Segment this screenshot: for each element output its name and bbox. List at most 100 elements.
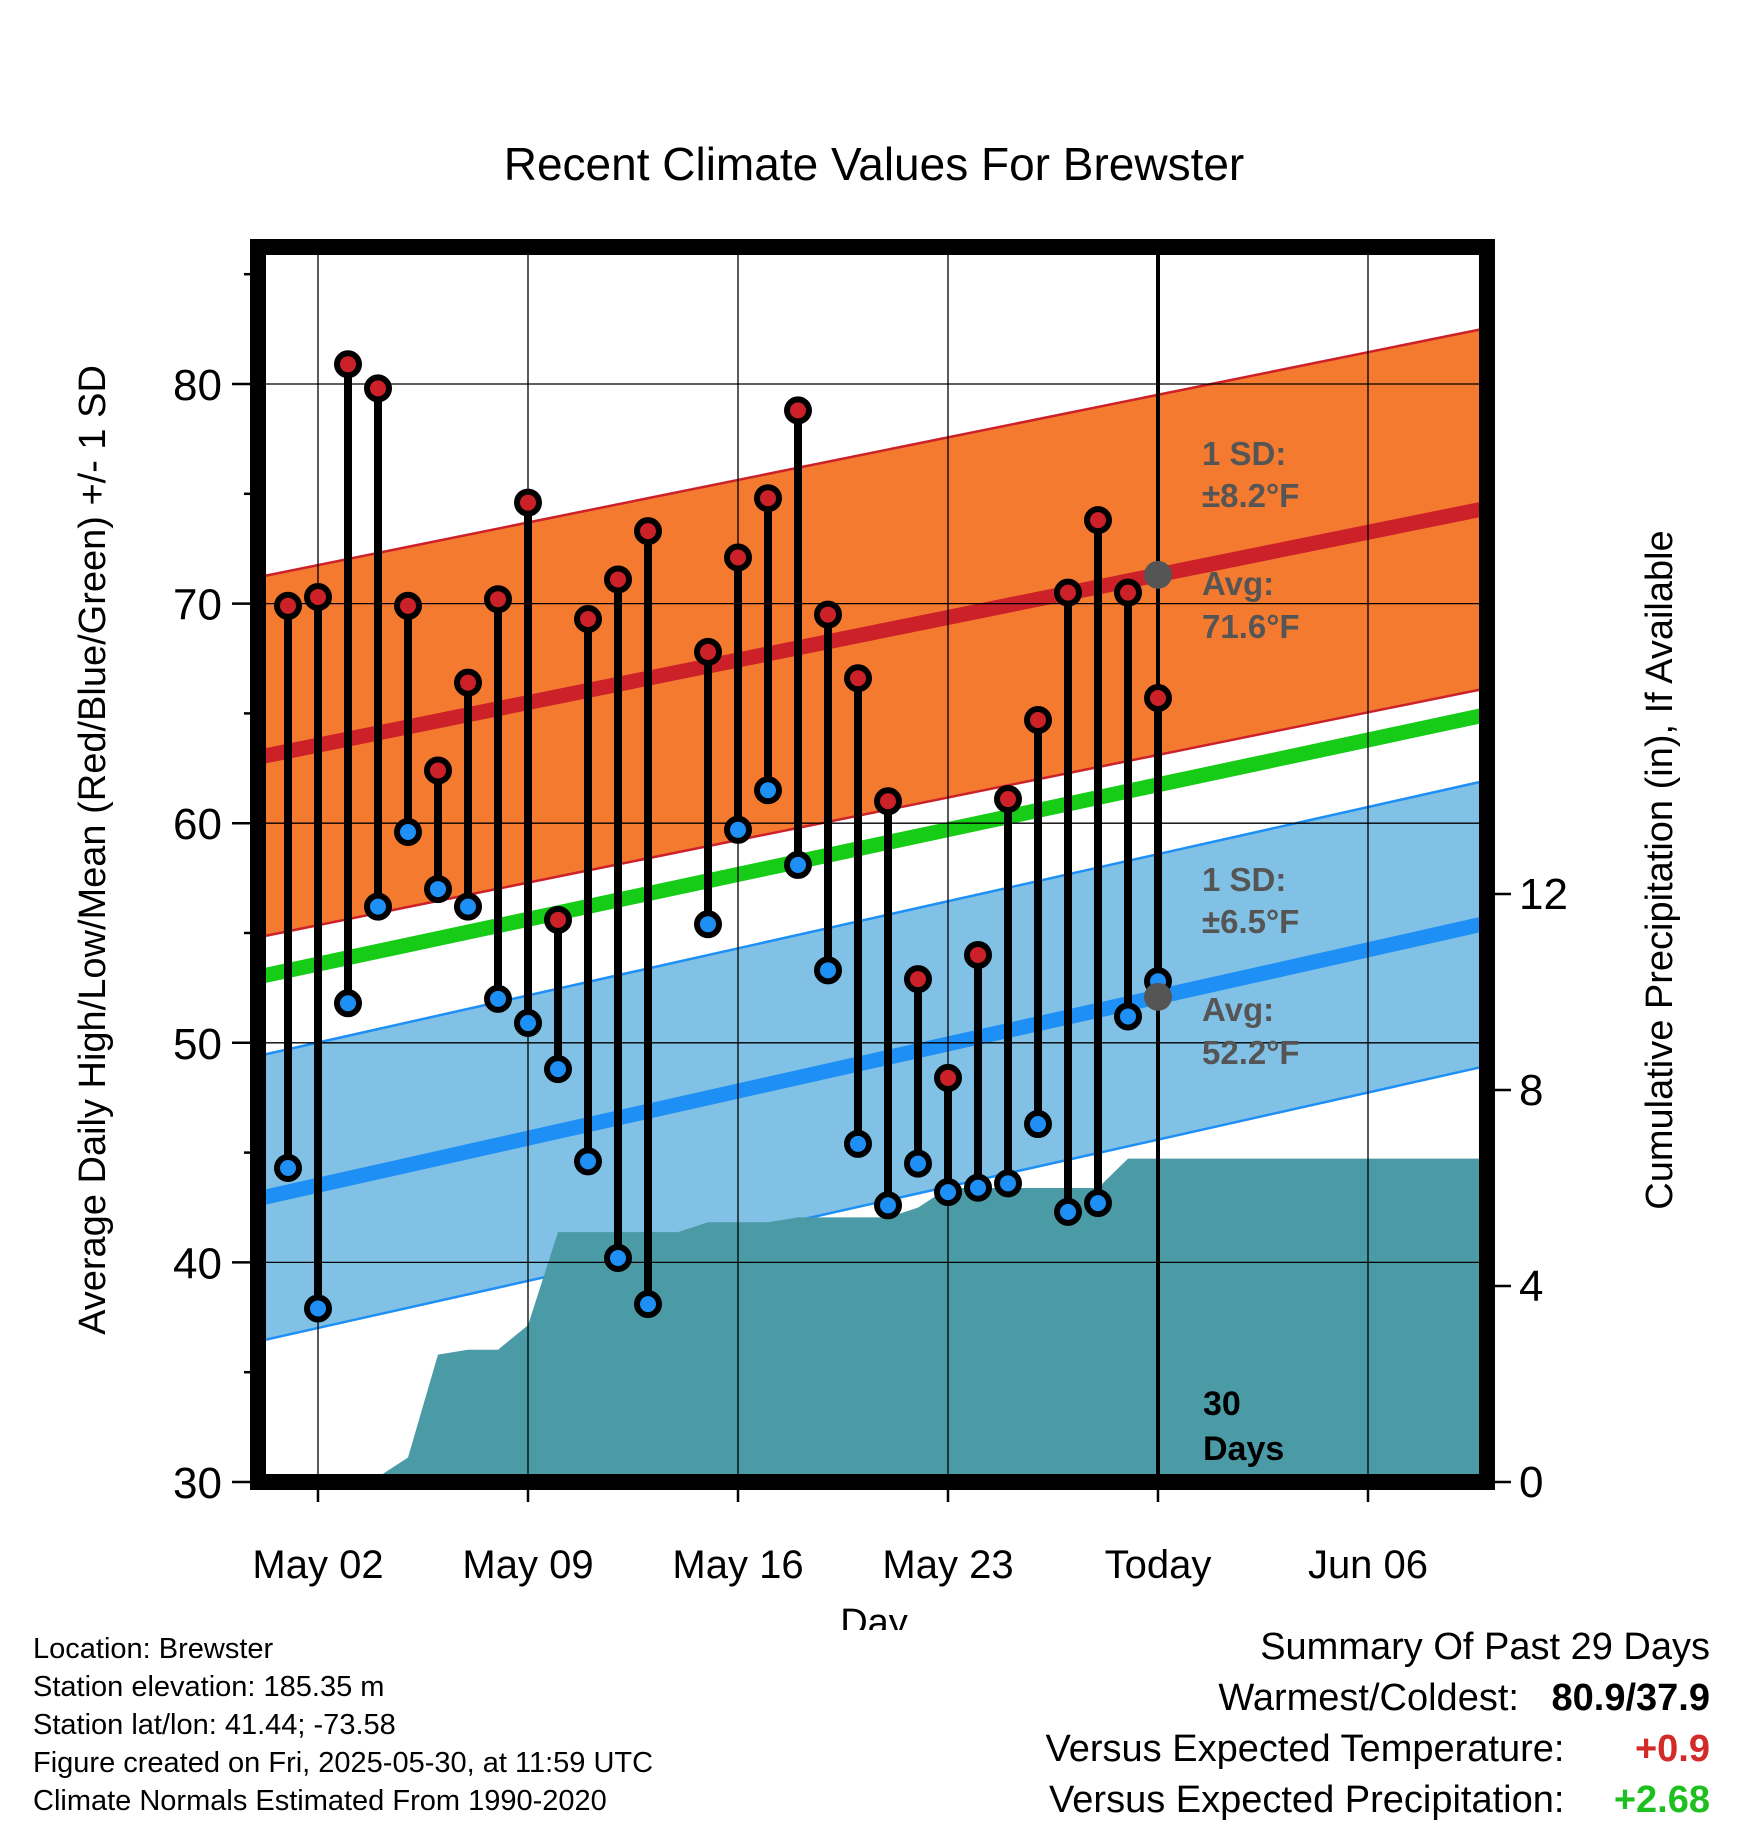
period-label-days: Days: [1203, 1430, 1284, 1468]
daily-range-stems: [284, 364, 1162, 1309]
low-sd-value: ±6.5°F: [1202, 903, 1299, 940]
daily-low-point: [1114, 1002, 1142, 1031]
daily-low-point: [544, 1055, 572, 1084]
daily-high-point: [574, 604, 602, 633]
normals-text: Climate Normals Estimated From 1990-2020: [33, 1785, 607, 1817]
high-sd-band-upper-edge: [257, 327, 1483, 579]
cumulative-precip-area: [288, 1158, 1482, 1482]
daily-high-point: [1024, 705, 1052, 734]
normal-mean-line: [256, 708, 1484, 985]
daily-low-point: [1054, 1197, 1082, 1226]
daily-low-point: [364, 892, 392, 921]
daily-high-point: [1114, 578, 1142, 607]
high-sd-value: ±8.2°F: [1202, 477, 1299, 514]
daily-low-point: [994, 1169, 1022, 1198]
chart-title: Recent Climate Values For Brewster: [504, 138, 1245, 190]
x-tick-label: May 02: [252, 1543, 383, 1587]
daily-high-point: [814, 600, 842, 629]
warmest-coldest-label: Warmest/Coldest:: [1218, 1677, 1519, 1719]
daily-low-point: [964, 1173, 992, 1202]
location-text: Location: Brewster: [33, 1633, 274, 1665]
temp-label: Versus Expected Temperature:: [1045, 1728, 1565, 1770]
daily-low-point: [904, 1149, 932, 1178]
daily-high-point: [604, 565, 632, 594]
daily-high-point: [874, 787, 902, 816]
daily-low-point: [604, 1244, 632, 1273]
x-tick-label: May 09: [462, 1543, 593, 1587]
daily-low-point: [754, 776, 782, 805]
plot-frame: [250, 239, 1495, 1490]
daily-low-point: [1084, 1189, 1112, 1218]
daily-high-point: [934, 1063, 962, 1092]
daily-low-point: [784, 850, 812, 879]
precip-label: Versus Expected Precipitation:: [1049, 1779, 1565, 1821]
normal-low-line: [256, 916, 1484, 1207]
period-label-number: 30: [1203, 1385, 1241, 1423]
daily-high-point: [844, 664, 872, 693]
temp-anomaly-value: +0.9: [1634, 1728, 1710, 1770]
high-avg-value: 71.6°F: [1202, 608, 1300, 645]
y2-axis-label: Cumulative Precipitation (in), If Availa…: [1639, 530, 1681, 1209]
daily-high-point: [1084, 506, 1112, 535]
created-text: Figure created on Fri, 2025-05-30, at 11…: [33, 1747, 654, 1779]
daily-low-point: [274, 1153, 302, 1182]
daily-low-point: [334, 989, 362, 1018]
low-sd-band-lower-edge: [257, 1065, 1483, 1343]
daily-high-point: [514, 488, 542, 517]
daily-low-point: [574, 1147, 602, 1176]
low-sd-band-upper-edge: [257, 780, 1483, 1058]
daily-high-point: [394, 591, 422, 620]
y-tick-label: 30: [173, 1459, 222, 1508]
daily-high-point: [334, 350, 362, 379]
daily-low-point: [934, 1178, 962, 1207]
daily-high-point: [274, 591, 302, 620]
daily-low-point: [694, 910, 722, 939]
x-tick-label: Jun 06: [1308, 1543, 1428, 1587]
high-avg-label: Avg:: [1202, 565, 1274, 602]
daily-high-point: [694, 637, 722, 666]
y-tick-label: 40: [173, 1239, 222, 1288]
x-tick-label: Today: [1105, 1543, 1212, 1587]
climate-chart: Recent Climate Values For Brewster 1 SD:…: [72, 138, 1681, 1630]
daily-low-point: [634, 1290, 662, 1319]
today-high-avg-marker: [1144, 560, 1172, 589]
daily-low-point: [484, 984, 512, 1013]
y-axis-label: Average Daily High/Low/Mean (Red/Blue/Gr…: [72, 365, 114, 1335]
daily-high-point: [1144, 684, 1172, 713]
today-low-avg-marker: [1144, 982, 1172, 1011]
y-tick-label: 70: [173, 581, 222, 630]
low-sd-label: 1 SD:: [1202, 861, 1286, 898]
daily-low-point: [874, 1191, 902, 1220]
summary-warmest-coldest: Warmest/Coldest: 80.9/37.9: [1046, 1673, 1710, 1724]
warmest-coldest-value: 80.9/37.9: [1551, 1677, 1710, 1719]
daily-high-point: [424, 756, 452, 785]
daily-high-point: [754, 484, 782, 513]
daily-high-point: [544, 905, 572, 934]
y2-tick-label: 12: [1519, 870, 1568, 919]
daily-low-point: [514, 1009, 542, 1038]
x-tick-label: May 23: [882, 1543, 1013, 1587]
y-tick-label: 50: [173, 1020, 222, 1069]
daily-high-point: [1054, 578, 1082, 607]
y-tick-label: 60: [173, 800, 222, 849]
daily-low-point: [814, 956, 842, 985]
y2-tick-label: 4: [1519, 1262, 1543, 1311]
normal-high-line: [256, 501, 1484, 765]
summary-temp: Versus Expected Temperature: +0.9: [1046, 1724, 1710, 1775]
precip-anomaly-value: +2.68: [1613, 1779, 1710, 1821]
daily-high-point: [484, 585, 512, 614]
daily-low-point: [304, 1294, 332, 1323]
summary-precip: Versus Expected Precipitation: +2.68: [1046, 1775, 1710, 1826]
daily-low-point: [724, 815, 752, 844]
daily-high-point: [454, 668, 482, 697]
daily-low-point: [394, 817, 422, 846]
daily-high-point: [304, 583, 332, 612]
x-tick-label: May 16: [672, 1543, 803, 1587]
high-sd-label: 1 SD:: [1202, 435, 1286, 472]
daily-high-point: [994, 785, 1022, 814]
daily-high-point: [724, 543, 752, 572]
daily-low-point: [454, 892, 482, 921]
y2-tick-label: 0: [1519, 1458, 1543, 1507]
daily-high-point: [634, 517, 662, 546]
latlon-text: Station lat/lon: 41.44; -73.58: [33, 1709, 396, 1741]
